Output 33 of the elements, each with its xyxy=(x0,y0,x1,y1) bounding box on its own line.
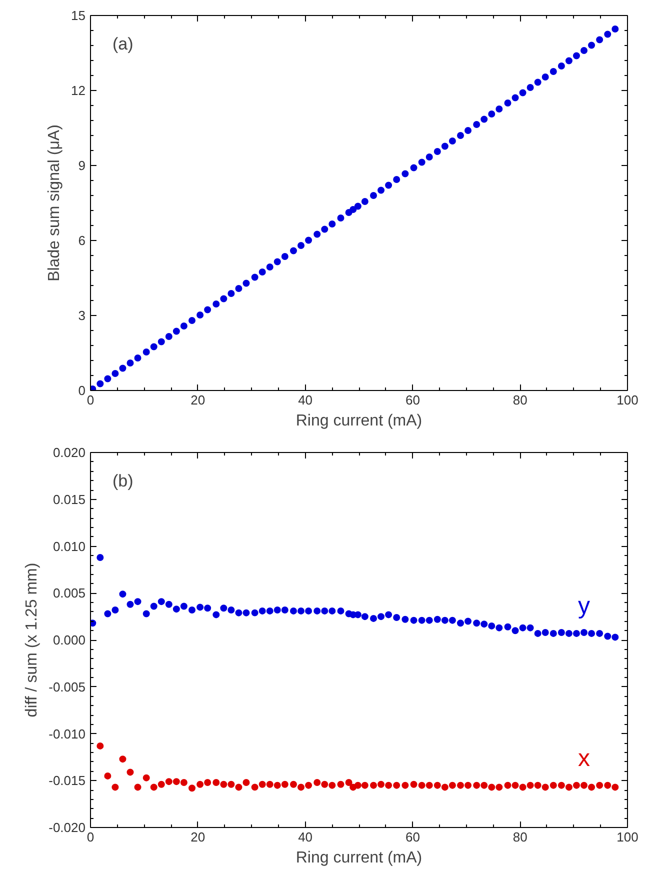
x-tick-label: 100 xyxy=(616,830,638,844)
x-tick-label: 80 xyxy=(512,830,528,844)
series-label: y xyxy=(578,592,590,620)
y-tick-label: 0.015 xyxy=(52,492,86,507)
y-tick-label: 15 xyxy=(71,8,86,23)
y-tick-label: 6 xyxy=(78,233,86,248)
x-tick-label: 60 xyxy=(405,392,420,408)
y-axis-title: Blade sum signal (μA) xyxy=(46,124,64,282)
x-axis-title: Ring current (mA) xyxy=(296,850,422,866)
y-axis-title: diff / sum (x 1.25 mm) xyxy=(24,562,41,718)
x-tick-label: 20 xyxy=(190,392,206,408)
annotation: (a) xyxy=(112,34,134,54)
y-tick-label: 12 xyxy=(71,83,86,98)
x-tick-label: 100 xyxy=(616,392,638,408)
annotation: (b) xyxy=(112,472,134,490)
y-tick-label: 0.020 xyxy=(52,445,86,460)
y-tick-label: -0.015 xyxy=(48,773,86,788)
y-tick-label: 0.000 xyxy=(52,632,86,648)
series-label: x xyxy=(578,745,590,772)
y-tick-label: 9 xyxy=(78,158,86,173)
x-tick-label: 40 xyxy=(298,392,313,408)
y-tick-label: 3 xyxy=(78,308,86,323)
y-tick-label: 0.010 xyxy=(52,538,86,554)
x-tick-label: 20 xyxy=(190,830,206,844)
x-tick-label: 40 xyxy=(298,830,313,844)
x-axis-title: Ring current (mA) xyxy=(296,412,422,430)
y-tick-label: 0.005 xyxy=(52,586,86,601)
y-tick-label: 0 xyxy=(78,383,86,398)
y-tick-label: -0.020 xyxy=(48,820,86,835)
x-tick-label: 60 xyxy=(405,830,420,844)
x-tick-label: 80 xyxy=(512,392,528,408)
y-tick-label: -0.005 xyxy=(48,679,86,694)
y-tick-label: -0.010 xyxy=(48,726,86,742)
